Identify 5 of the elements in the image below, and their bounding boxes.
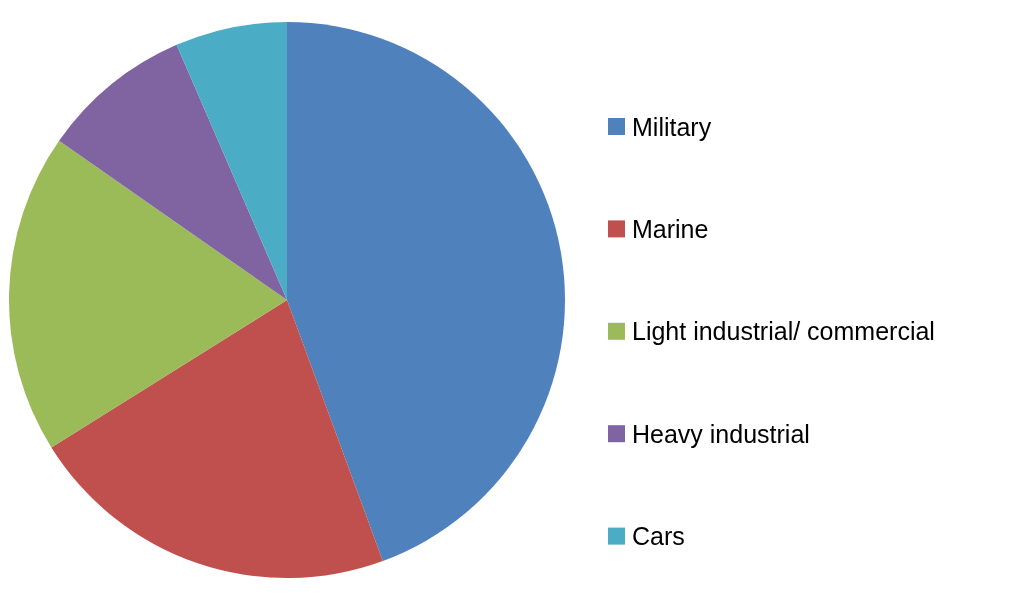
legend-label: Heavy industrial <box>632 419 810 448</box>
legend-label: Cars <box>632 522 685 551</box>
legend-label: Light industrial/ commercial <box>632 317 935 346</box>
legend-label: Marine <box>632 214 709 243</box>
legend-label: Military <box>632 112 712 141</box>
